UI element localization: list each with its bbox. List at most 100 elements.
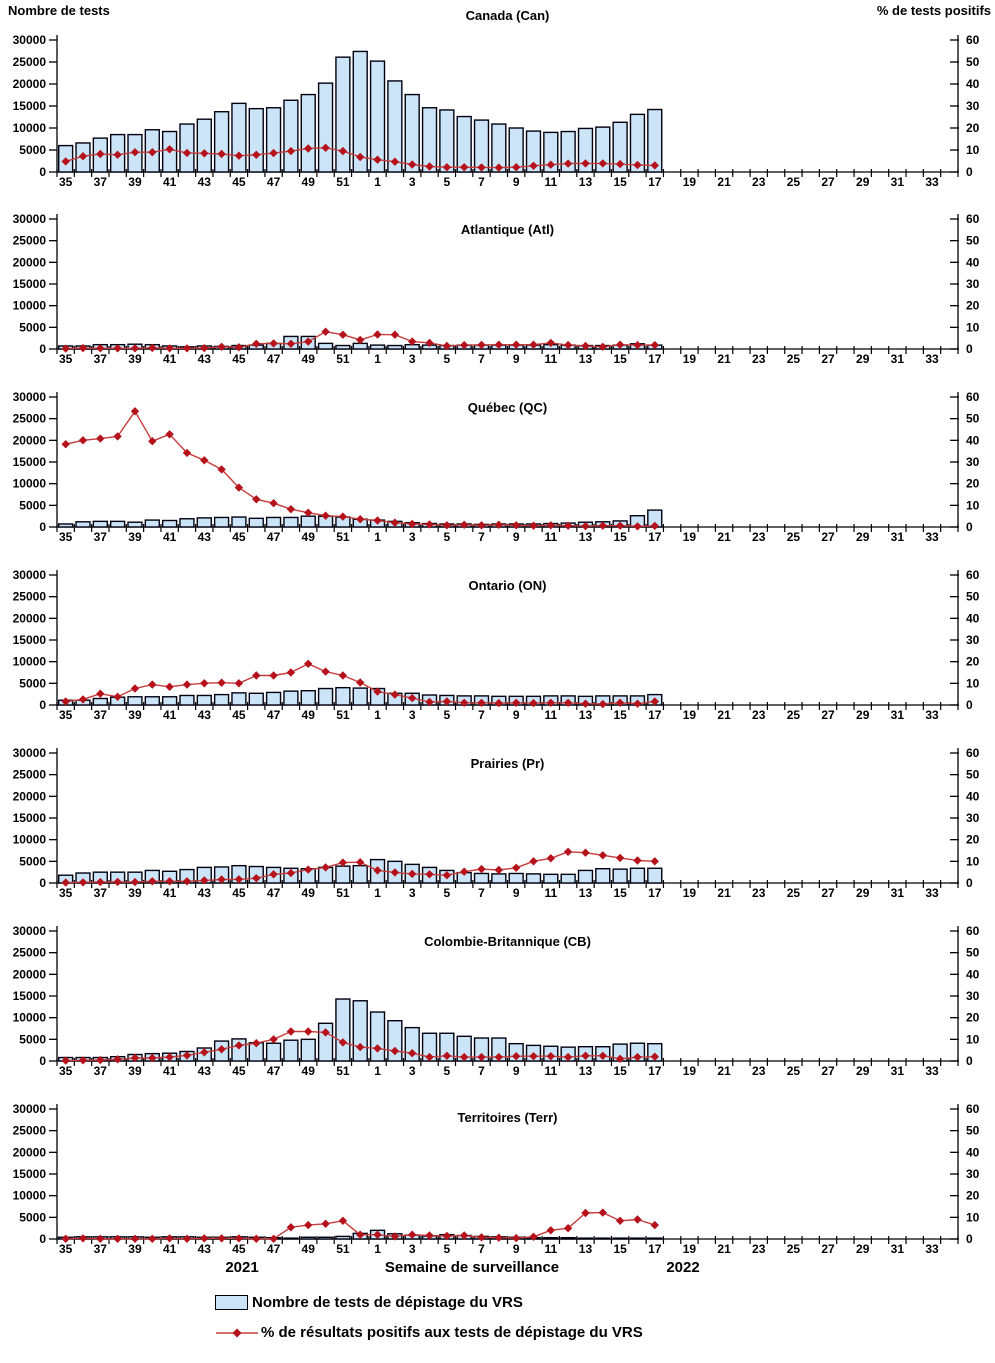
svg-text:0: 0 (39, 876, 46, 890)
svg-text:49: 49 (302, 530, 316, 544)
svg-text:30000: 30000 (13, 924, 47, 938)
svg-text:9: 9 (513, 886, 520, 900)
svg-text:21: 21 (717, 886, 731, 900)
svg-text:1: 1 (374, 530, 381, 544)
svg-text:5000: 5000 (19, 498, 46, 512)
svg-text:33: 33 (925, 175, 939, 189)
svg-text:30000: 30000 (13, 1102, 47, 1116)
svg-text:49: 49 (302, 1064, 316, 1078)
svg-text:3: 3 (409, 530, 416, 544)
svg-text:9: 9 (513, 175, 520, 189)
svg-text:35: 35 (59, 175, 73, 189)
svg-text:35: 35 (59, 530, 73, 544)
svg-text:39: 39 (128, 175, 142, 189)
panel-title-ontario: Ontario (ON) (468, 578, 547, 593)
svg-text:45: 45 (232, 175, 246, 189)
svg-text:5000: 5000 (19, 676, 46, 690)
svg-text:11: 11 (544, 1064, 557, 1078)
svg-text:40: 40 (966, 967, 980, 981)
svg-text:45: 45 (232, 1242, 246, 1256)
svg-text:17: 17 (648, 1064, 662, 1078)
svg-text:29: 29 (856, 352, 870, 366)
svg-text:31: 31 (891, 175, 905, 189)
svg-text:5: 5 (444, 1242, 451, 1256)
svg-text:40: 40 (966, 433, 980, 447)
svg-text:25000: 25000 (13, 1124, 47, 1138)
svg-text:15: 15 (613, 352, 627, 366)
svg-text:37: 37 (94, 886, 108, 900)
svg-text:15: 15 (613, 1064, 627, 1078)
svg-text:60: 60 (966, 212, 980, 226)
svg-text:5000: 5000 (19, 1032, 46, 1046)
svg-text:3: 3 (409, 708, 416, 722)
svg-text:23: 23 (752, 708, 766, 722)
svg-text:37: 37 (94, 1242, 108, 1256)
svg-text:15: 15 (613, 175, 627, 189)
svg-text:29: 29 (856, 1064, 870, 1078)
svg-text:47: 47 (267, 175, 281, 189)
svg-text:27: 27 (821, 1242, 835, 1256)
svg-text:15000: 15000 (13, 989, 47, 1003)
chart-prairies: 0 5000 10000 15000 20000 25000 30000 0 10 20 30 40 5… (13, 746, 980, 900)
svg-text:30000: 30000 (13, 212, 47, 226)
svg-text:13: 13 (579, 708, 593, 722)
svg-text:17: 17 (648, 886, 662, 900)
svg-text:37: 37 (94, 708, 108, 722)
svg-text:37: 37 (94, 175, 108, 189)
svg-text:27: 27 (821, 1064, 835, 1078)
svg-text:15000: 15000 (13, 455, 47, 469)
svg-text:5: 5 (444, 886, 451, 900)
svg-text:10000: 10000 (13, 1011, 47, 1025)
svg-text:21: 21 (717, 175, 731, 189)
svg-text:50: 50 (966, 590, 980, 604)
svg-text:27: 27 (821, 530, 835, 544)
svg-text:25: 25 (787, 530, 801, 544)
svg-text:0: 0 (39, 520, 46, 534)
svg-text:27: 27 (821, 708, 835, 722)
svg-text:23: 23 (752, 352, 766, 366)
svg-text:15000: 15000 (13, 99, 47, 113)
chart-colombie-britannique: 0 5000 10000 15000 20000 25000 30000 0 10 20 30 40 5… (13, 924, 980, 1078)
svg-text:10000: 10000 (13, 121, 47, 135)
svg-text:15: 15 (613, 530, 627, 544)
svg-text:13: 13 (579, 175, 593, 189)
svg-text:33: 33 (925, 708, 939, 722)
svg-text:51: 51 (336, 1064, 350, 1078)
year-2022-label: 2022 (666, 1259, 700, 1276)
svg-text:10000: 10000 (13, 655, 47, 669)
svg-text:3: 3 (409, 1242, 416, 1256)
panel-title-canada: Canada (Can) (465, 8, 550, 23)
svg-text:10000: 10000 (13, 1189, 47, 1203)
svg-text:19: 19 (683, 1064, 697, 1078)
svg-text:30: 30 (966, 989, 980, 1003)
legend-line-marker-icon (216, 1328, 258, 1337)
svg-text:43: 43 (198, 886, 212, 900)
svg-text:19: 19 (683, 708, 697, 722)
svg-text:30: 30 (966, 277, 980, 291)
svg-text:45: 45 (232, 708, 246, 722)
svg-text:35: 35 (59, 708, 73, 722)
svg-text:15000: 15000 (13, 1167, 47, 1181)
svg-text:10: 10 (966, 1032, 980, 1046)
svg-text:25000: 25000 (13, 590, 47, 604)
legend-item-tests: Nombre de tests de dépistage du VRS (215, 1294, 523, 1311)
svg-text:7: 7 (478, 1242, 485, 1256)
svg-text:43: 43 (198, 530, 212, 544)
svg-text:15: 15 (613, 708, 627, 722)
svg-text:5: 5 (444, 1064, 451, 1078)
svg-text:0: 0 (39, 165, 46, 179)
svg-text:3: 3 (409, 886, 416, 900)
svg-text:60: 60 (966, 390, 980, 404)
svg-text:45: 45 (232, 530, 246, 544)
svg-text:50: 50 (966, 55, 980, 69)
svg-text:13: 13 (579, 352, 593, 366)
svg-text:15: 15 (613, 1242, 627, 1256)
svg-text:33: 33 (925, 530, 939, 544)
svg-text:11: 11 (544, 708, 557, 722)
svg-text:9: 9 (513, 1064, 520, 1078)
svg-text:7: 7 (478, 352, 485, 366)
svg-text:51: 51 (336, 352, 350, 366)
svg-text:5000: 5000 (19, 320, 46, 334)
svg-text:29: 29 (856, 708, 870, 722)
svg-text:11: 11 (544, 886, 557, 900)
